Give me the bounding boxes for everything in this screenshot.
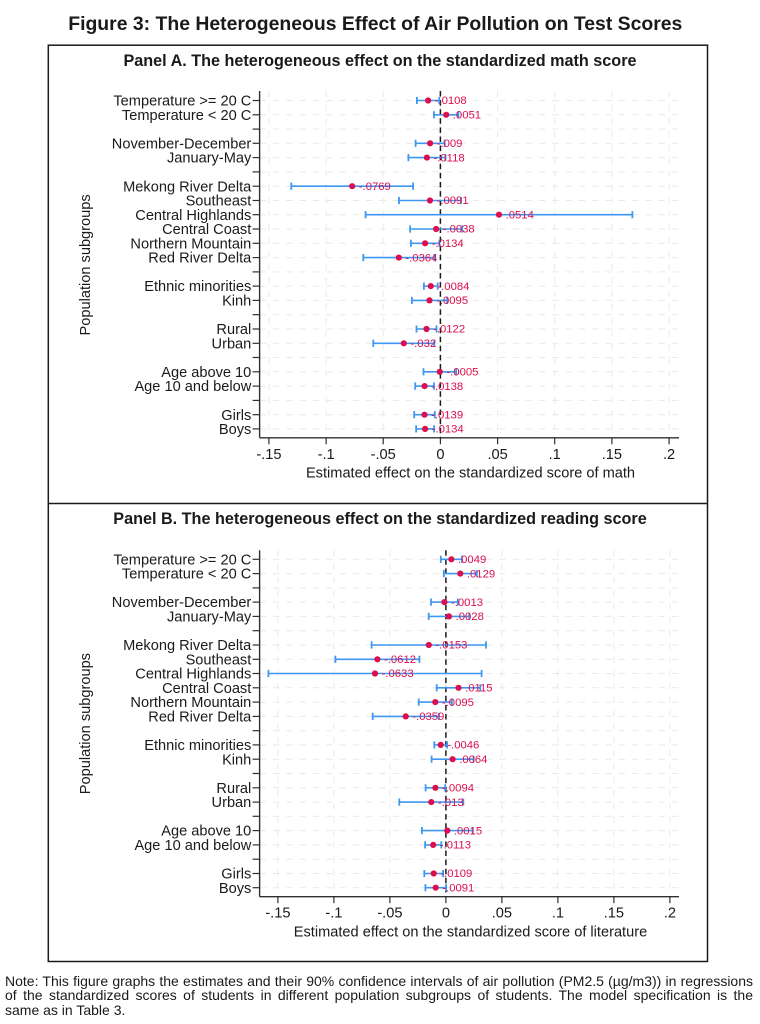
svg-text:-.0108: -.0108 xyxy=(435,95,467,107)
svg-text:Panel A. The heterogeneous eff: Panel A. The heterogeneous effect on the… xyxy=(123,52,636,70)
svg-text:-.1: -.1 xyxy=(318,447,335,463)
svg-text:Rural: Rural xyxy=(216,781,251,797)
svg-text:Central Coast: Central Coast xyxy=(162,222,251,238)
svg-text:Northern Mountain: Northern Mountain xyxy=(130,236,251,252)
svg-text:-.0118: -.0118 xyxy=(434,152,465,164)
svg-text:-.0122: -.0122 xyxy=(433,324,465,336)
svg-text:-.0095: -.0095 xyxy=(436,295,468,307)
svg-text:Central Highlands: Central Highlands xyxy=(135,208,251,224)
svg-text:Population subgroups: Population subgroups xyxy=(78,653,94,794)
svg-text:-.0359: -.0359 xyxy=(412,711,444,723)
svg-text:.0064: .0064 xyxy=(459,754,487,766)
svg-text:Ethnic minorities: Ethnic minorities xyxy=(144,738,251,754)
svg-text:Age 10 and below: Age 10 and below xyxy=(134,838,251,854)
svg-text:Central Highlands: Central Highlands xyxy=(135,667,251,683)
svg-text:Ethnic minorities: Ethnic minorities xyxy=(144,279,251,295)
svg-text:Mekong River Delta: Mekong River Delta xyxy=(123,179,252,195)
svg-text:Temperature >= 20 C: Temperature >= 20 C xyxy=(113,94,251,110)
svg-text:-.0038: -.0038 xyxy=(443,224,475,236)
svg-text:-.0769: -.0769 xyxy=(359,181,391,193)
svg-text:.0049: .0049 xyxy=(458,554,486,566)
svg-text:Age 10 and below: Age 10 and below xyxy=(134,379,251,395)
svg-text:Population subgroups: Population subgroups xyxy=(78,194,94,335)
svg-text:-.0612: -.0612 xyxy=(384,654,416,666)
svg-text:-.0095: -.0095 xyxy=(442,697,474,709)
svg-text:.1: .1 xyxy=(552,906,564,922)
svg-text:Southeast: Southeast xyxy=(186,194,252,210)
svg-text:Boys: Boys xyxy=(219,881,251,897)
svg-text:Age above 10: Age above 10 xyxy=(161,365,251,381)
svg-text:.0514: .0514 xyxy=(506,209,534,221)
svg-text:Northern Mountain: Northern Mountain xyxy=(130,695,251,711)
svg-text:Age above 10: Age above 10 xyxy=(161,824,251,840)
svg-text:-.0153: -.0153 xyxy=(435,640,467,652)
svg-text:.05: .05 xyxy=(492,906,512,922)
svg-text:-.05: -.05 xyxy=(371,447,396,463)
svg-text:.1: .1 xyxy=(549,447,561,463)
svg-text:-.0364: -.0364 xyxy=(405,252,437,264)
svg-text:-.05: -.05 xyxy=(377,906,402,922)
svg-text:-.009: -.009 xyxy=(437,138,463,150)
svg-text:.0015: .0015 xyxy=(454,825,482,837)
svg-text:-.032: -.032 xyxy=(410,338,436,350)
svg-text:-.013: -.013 xyxy=(438,797,464,809)
svg-text:-.15: -.15 xyxy=(265,906,290,922)
svg-text:Temperature >= 20 C: Temperature >= 20 C xyxy=(113,552,251,568)
svg-text:-.0633: -.0633 xyxy=(382,668,414,680)
svg-text:-.0091: -.0091 xyxy=(442,882,474,894)
svg-text:.2: .2 xyxy=(664,906,676,922)
svg-text:Figure 3: The Heterogeneous Ef: Figure 3: The Heterogeneous Effect of Ai… xyxy=(68,13,682,35)
svg-text:January-May: January-May xyxy=(167,151,252,167)
svg-text:Urban: Urban xyxy=(212,795,252,811)
svg-text:Temperature < 20 C: Temperature < 20 C xyxy=(122,108,251,124)
svg-text:0: 0 xyxy=(436,447,444,463)
svg-text:Red River Delta: Red River Delta xyxy=(148,710,252,726)
svg-text:.0028: .0028 xyxy=(456,611,484,623)
svg-text:-.15: -.15 xyxy=(256,447,281,463)
svg-text:-.0091: -.0091 xyxy=(437,195,469,207)
svg-text:Kinh: Kinh xyxy=(222,294,251,310)
svg-text:Estimated effect on the standa: Estimated effect on the standardized sco… xyxy=(306,466,635,482)
svg-text:Mekong River Delta: Mekong River Delta xyxy=(123,638,252,654)
svg-text:Red River Delta: Red River Delta xyxy=(148,251,252,267)
svg-text:November-December: November-December xyxy=(112,595,252,611)
svg-text:-.1: -.1 xyxy=(325,906,342,922)
svg-text:.05: .05 xyxy=(487,447,507,463)
svg-text:-.0134: -.0134 xyxy=(432,238,464,250)
svg-text:-.0046: -.0046 xyxy=(447,740,479,752)
svg-text:.0051: .0051 xyxy=(453,110,481,122)
svg-text:Kinh: Kinh xyxy=(222,752,251,768)
svg-text:0: 0 xyxy=(442,906,450,922)
svg-text:Estimated effect on the standa: Estimated effect on the standardized sco… xyxy=(294,925,647,941)
svg-text:.15: .15 xyxy=(604,906,624,922)
svg-text:-.0084: -.0084 xyxy=(437,281,469,293)
svg-text:-.0005: -.0005 xyxy=(446,367,478,379)
svg-text:November-December: November-December xyxy=(112,136,252,152)
svg-text:-.0139: -.0139 xyxy=(431,409,463,421)
svg-text:-.0109: -.0109 xyxy=(440,868,472,880)
svg-text:Central Coast: Central Coast xyxy=(162,681,251,697)
svg-text:-.0094: -.0094 xyxy=(442,783,474,795)
svg-text:Southeast: Southeast xyxy=(186,652,252,668)
svg-text:Girls: Girls xyxy=(221,867,251,883)
svg-text:-.0138: -.0138 xyxy=(431,381,463,393)
svg-text:.0129: .0129 xyxy=(467,568,495,580)
svg-text:.0115: .0115 xyxy=(465,683,492,695)
svg-text:Urban: Urban xyxy=(212,336,252,352)
svg-text:Girls: Girls xyxy=(221,408,251,424)
svg-text:-.0113: -.0113 xyxy=(440,840,471,852)
svg-text:Boys: Boys xyxy=(219,422,251,438)
svg-text:Rural: Rural xyxy=(216,322,251,338)
svg-text:January-May: January-May xyxy=(167,610,252,626)
svg-text:Panel B. The heterogeneous eff: Panel B. The heterogeneous effect on the… xyxy=(113,510,646,528)
svg-text:.2: .2 xyxy=(663,447,675,463)
svg-text:Temperature < 20 C: Temperature < 20 C xyxy=(122,567,251,583)
svg-text:.15: .15 xyxy=(602,447,622,463)
svg-text:-.0134: -.0134 xyxy=(432,424,464,436)
svg-text:-.0013: -.0013 xyxy=(451,597,483,609)
